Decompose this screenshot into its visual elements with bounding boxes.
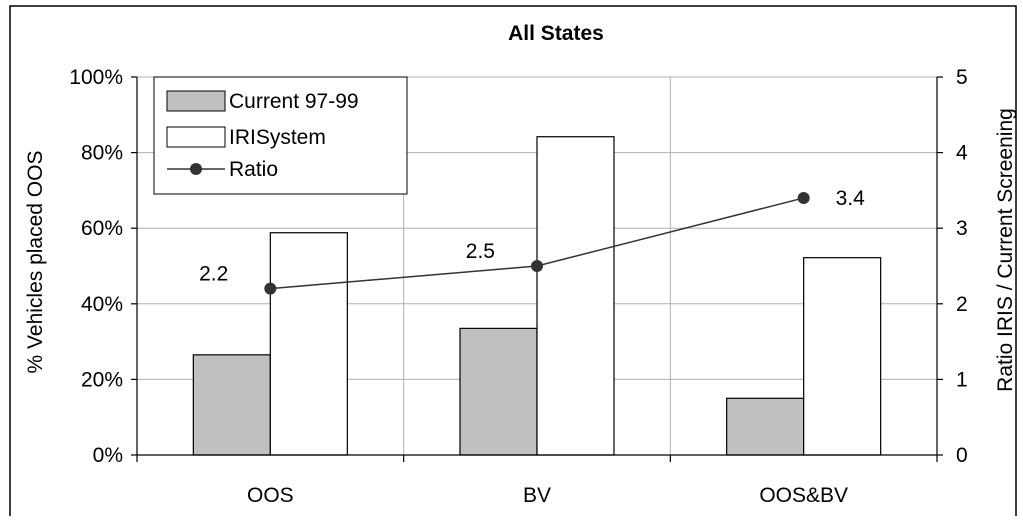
bar-iris-1: [536, 136, 615, 456]
bar-iris-2: [803, 257, 882, 456]
legend-label-current: Current 97-99: [229, 90, 359, 113]
y2-tick-label: 4: [956, 142, 968, 165]
x-tick-labels: OOS BV OOS&BV: [247, 484, 848, 507]
axes: [131, 76, 943, 462]
ratio-data-label-1: 2.5: [466, 240, 495, 263]
ratio-line: 2.2 2.5 3.4: [199, 187, 865, 295]
ratio-data-label-2: 3.4: [836, 187, 866, 210]
ratio-point-2: [797, 191, 810, 204]
y-tick-label: 60%: [81, 217, 123, 240]
legend: Current 97-99 IRISystem Ratio: [153, 76, 408, 195]
bar-current-0: [192, 354, 271, 456]
y2-tick-label: 2: [956, 293, 968, 316]
bar-iris-0: [269, 232, 348, 456]
x-tick-label: OOS&BV: [759, 484, 848, 507]
y2-tick-label: 5: [956, 66, 968, 89]
y-axis-title: % Vehicles placed OOS: [24, 151, 47, 374]
y-tick-label: 80%: [81, 142, 123, 165]
y2-tick-label: 0: [956, 444, 968, 467]
chart-title: All States: [508, 22, 604, 45]
y-tick-label: 0%: [93, 444, 123, 467]
bar-current-1: [459, 327, 538, 456]
y-tick-label: 40%: [81, 293, 123, 316]
legend-label-iris: IRISystem: [229, 126, 326, 149]
y-tick-label: 100%: [69, 66, 123, 89]
y2-tick-label: 1: [956, 368, 968, 391]
x-tick-label: BV: [523, 484, 551, 507]
y-tick-labels: 0% 20% 40% 60% 80% 100%: [69, 66, 123, 467]
y-tick-label: 20%: [81, 368, 123, 391]
y2-tick-label: 3: [956, 217, 968, 240]
bars: [192, 136, 882, 456]
legend-swatch-current: [166, 90, 226, 112]
ratio-point-0: [264, 282, 277, 295]
legend-swatch-iris: [166, 126, 226, 148]
y2-axis-title: Ratio IRIS / Current Screening: [994, 108, 1017, 392]
ratio-point-1: [531, 260, 543, 272]
x-tick-label: OOS: [247, 484, 294, 507]
ratio-data-label-0: 2.2: [199, 263, 228, 286]
legend-label-ratio: Ratio: [229, 158, 278, 181]
legend-marker-ratio: [190, 163, 202, 175]
y2-tick-labels: 0 1 2 3 4 5: [956, 66, 968, 467]
bar-current-2: [726, 397, 805, 456]
